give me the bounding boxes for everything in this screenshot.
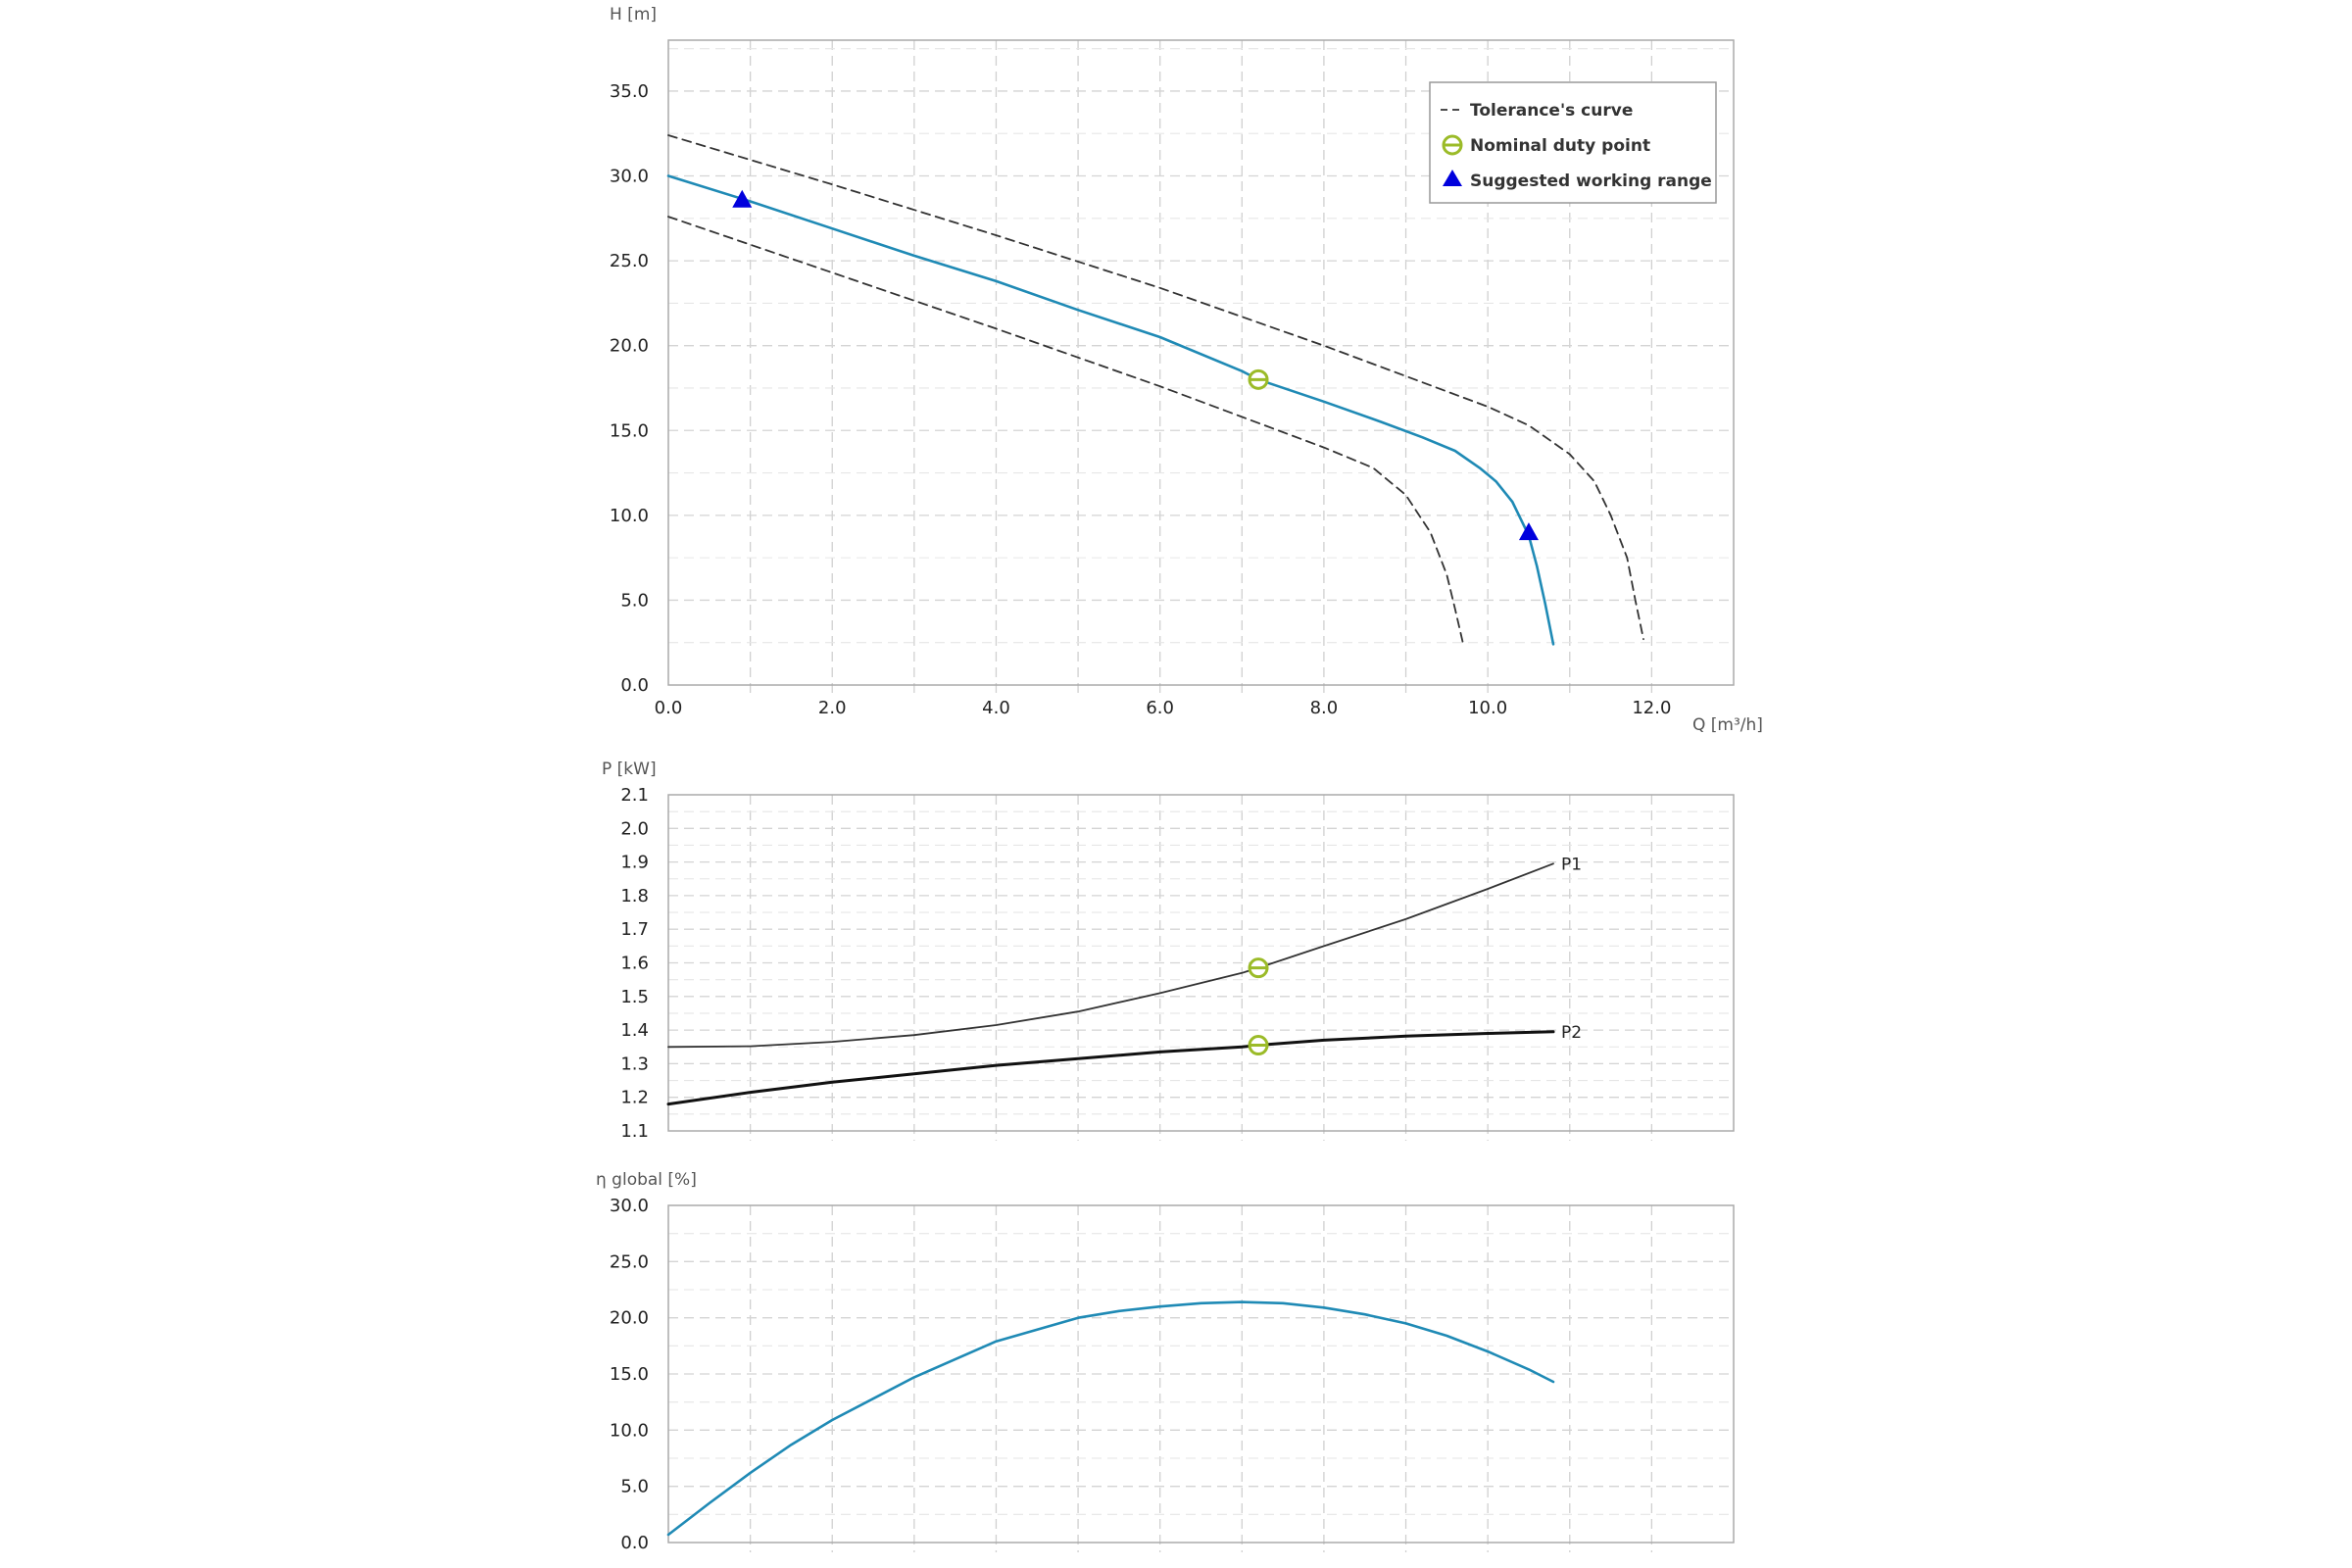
y-tick-label: 25.0	[610, 251, 649, 271]
y-tick-label: 1.7	[620, 919, 649, 940]
head-chart-series	[666, 134, 1644, 646]
y-tick-label: 1.4	[620, 1020, 649, 1041]
efficiency-chart-y-axis-label: η global [%]	[596, 1170, 697, 1190]
efficiency-chart-y-ticks: 0.0 5.0 10.0 15.0 20.0 25.0 30.0	[610, 1196, 649, 1553]
x-tick-label: 8.0	[1310, 698, 1339, 718]
power-chart-y-ticks: 1.1 1.2 1.3 1.4 1.5 1.6 1.7 1.8 1.9 2.0 2.1	[620, 785, 649, 1142]
y-tick-label: 1.2	[620, 1088, 649, 1108]
series-line	[666, 174, 1555, 646]
legend-duty-point-label: Nominal duty point	[1470, 136, 1650, 156]
y-tick-label: 30.0	[610, 1196, 649, 1216]
y-tick-label: 20.0	[610, 1308, 649, 1329]
efficiency-chart-grid	[668, 1205, 1734, 1552]
head-chart: 0.0 5.0 10.0 15.0 20.0 25.0 30.0 35.0 0.0 2.0 4.0…	[610, 5, 1763, 735]
y-tick-label: 30.0	[610, 167, 649, 187]
y-tick-label: 35.0	[610, 81, 649, 102]
y-tick-label: 2.0	[620, 818, 649, 839]
working-range-marker	[1518, 522, 1539, 541]
y-tick-label: 20.0	[610, 336, 649, 357]
power-chart-markers	[1248, 957, 1269, 1056]
power-chart-y-axis-label: P [kW]	[602, 760, 657, 779]
efficiency-chart: 0.0 5.0 10.0 15.0 20.0 25.0 30.0 η global [%]	[596, 1170, 1735, 1553]
head-chart-markers	[732, 189, 1539, 541]
legend-working-range-swatch	[1443, 170, 1462, 186]
power-chart-frame	[667, 794, 1735, 1132]
series-line	[666, 1030, 1555, 1106]
legend-tolerance-label: Tolerance's curve	[1470, 101, 1633, 121]
efficiency-chart-series	[666, 1300, 1555, 1537]
working-range-marker	[732, 189, 753, 208]
y-tick-label: 0.0	[620, 1533, 649, 1553]
efficiency-chart-frame	[667, 1204, 1735, 1544]
x-tick-label: 2.0	[818, 698, 847, 718]
y-tick-label: 1.3	[620, 1054, 649, 1074]
power-chart-series: P1 P2	[666, 855, 1582, 1106]
x-tick-label: 10.0	[1468, 698, 1507, 718]
head-chart-x-ticks: 0.0 2.0 4.0 6.0 8.0 10.0 12.0	[655, 698, 1672, 718]
y-tick-label: 1.9	[620, 853, 649, 873]
y-tick-label: 1.8	[620, 886, 649, 906]
head-chart-y-axis-label: H [m]	[610, 5, 657, 24]
series-label-p1: P1	[1561, 855, 1582, 874]
tolerance-curve	[667, 134, 1644, 641]
y-tick-label: 25.0	[610, 1251, 649, 1272]
series-label-p2: P2	[1561, 1023, 1582, 1043]
power-chart: 1.1 1.2 1.3 1.4 1.5 1.6 1.7 1.8 1.9 2.0 2.1 P [kW]…	[602, 760, 1735, 1142]
legend-box	[1429, 81, 1717, 204]
x-tick-label: 0.0	[655, 698, 683, 718]
head-chart-x-axis-label: Q [m³/h]	[1692, 715, 1763, 735]
y-tick-label: 2.1	[620, 785, 649, 806]
y-tick-label: 10.0	[610, 506, 649, 526]
tolerance-curve	[667, 216, 1464, 646]
y-tick-label: 5.0	[620, 590, 649, 611]
y-tick-label: 1.5	[620, 987, 649, 1007]
head-chart-legend: Tolerance's curve Nominal duty point Sug…	[1429, 81, 1717, 204]
y-tick-label: 1.1	[620, 1121, 649, 1142]
y-tick-label: 5.0	[620, 1477, 649, 1497]
x-tick-label: 12.0	[1632, 698, 1671, 718]
head-chart-y-ticks: 0.0 5.0 10.0 15.0 20.0 25.0 30.0 35.0	[610, 81, 649, 696]
y-tick-label: 15.0	[610, 1364, 649, 1385]
y-tick-label: 10.0	[610, 1420, 649, 1441]
series-line	[666, 1300, 1555, 1537]
y-tick-label: 1.6	[620, 954, 649, 974]
x-tick-label: 4.0	[982, 698, 1010, 718]
x-tick-label: 6.0	[1146, 698, 1174, 718]
y-tick-label: 0.0	[620, 675, 649, 696]
series-line	[667, 862, 1554, 1049]
y-tick-label: 15.0	[610, 420, 649, 441]
legend-working-range-label: Suggested working range	[1470, 172, 1712, 191]
power-chart-grid	[668, 795, 1734, 1141]
head-chart-frame	[667, 39, 1735, 686]
